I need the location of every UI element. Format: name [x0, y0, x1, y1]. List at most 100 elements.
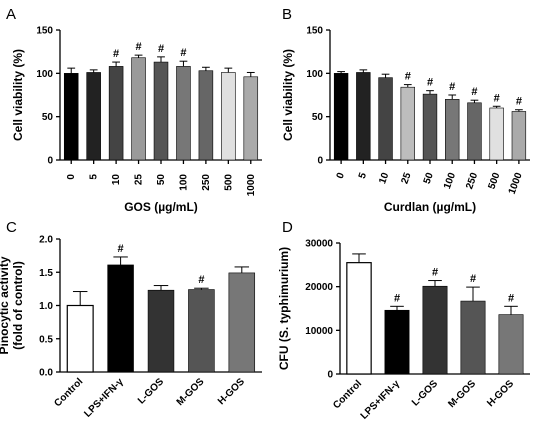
x-tick-label: 50 [422, 171, 436, 186]
x-tick-label: LPS+IFN-γ [82, 376, 126, 420]
panel-letter-c: C [6, 219, 17, 236]
y-tick-label: 0 [317, 156, 323, 167]
x-tick-label: 25 [399, 171, 413, 186]
y-tick-label: 50 [312, 112, 324, 123]
chart-c: 0.0 0.5 1.0 1.5 2.0 Control # LPS+IFN-γ L-GOS # M-… [0, 235, 262, 420]
significance-mark: # [449, 81, 455, 93]
significance-mark: # [405, 71, 411, 83]
significance-mark: # [494, 92, 500, 104]
x-tick-label: 0 [66, 174, 77, 180]
bar [498, 314, 524, 375]
x-tick-label: 5 [357, 171, 369, 180]
x-tick-label: 250 [464, 171, 480, 191]
x-axis-title: Curdlan (µg/mL) [384, 200, 476, 214]
panel-letter-b: B [282, 6, 292, 23]
bar [356, 72, 371, 161]
bar [243, 76, 259, 161]
y-tick-label: 30000 [305, 239, 333, 250]
x-tick-label: M-GOS [446, 378, 478, 410]
x-tick-label: 1000 [246, 174, 257, 197]
bar [221, 72, 236, 161]
y-tick-label: 0 [47, 156, 53, 167]
bar [131, 57, 146, 161]
significance-mark: # [135, 41, 141, 53]
bar [460, 300, 486, 375]
bar [467, 102, 482, 161]
significance-mark: # [471, 86, 477, 98]
bar [107, 264, 134, 373]
x-tick-label: L-GOS [136, 376, 166, 406]
x-tick-label: 10 [111, 174, 122, 186]
bar [86, 72, 101, 161]
x-tick-label: 500 [486, 171, 502, 191]
significance-mark: # [432, 267, 438, 279]
x-axis-title: GOS (µg/mL) [124, 200, 198, 214]
significance-mark: # [113, 48, 119, 60]
significance-mark: # [508, 292, 514, 304]
bar [188, 289, 215, 373]
y-tick-label: 10000 [305, 326, 333, 337]
chart-d: 0 10000 20000 30000 Control # LPS+IFN-γ # L-GOS #… [277, 239, 530, 422]
significance-mark: # [158, 43, 164, 55]
significance-mark: # [118, 243, 124, 255]
panel-letter-a: A [6, 6, 16, 23]
significance-mark: # [198, 274, 204, 286]
y-tick-label: 100 [306, 69, 323, 80]
significance-mark: # [180, 47, 186, 59]
bar [422, 93, 438, 161]
x-tick-label: 500 [223, 174, 234, 191]
y-tick-label: 100 [36, 69, 53, 80]
bar [198, 70, 214, 161]
y-axis-title: (fold of control) [11, 261, 25, 350]
bar [378, 77, 393, 161]
bar [400, 86, 415, 161]
significance-mark: # [516, 96, 522, 108]
y-axis-title: CFU (S. typhimurium) [277, 247, 291, 370]
chart-a: 0 50 100 150 0 5 #10 #25 #50 #100 250 500 1000 GOS (µ… [11, 26, 262, 214]
bar [489, 107, 504, 161]
x-tick-label: Control [331, 378, 364, 411]
bar [66, 304, 94, 373]
significance-mark: # [394, 292, 400, 304]
x-tick-label: M-GOS [175, 376, 207, 408]
x-tick-label: L-GOS [410, 378, 440, 408]
bar [422, 285, 448, 375]
y-axis-title: Cell viability (%) [281, 49, 295, 141]
y-tick-label: 20000 [305, 282, 333, 293]
y-tick-label: 1.0 [39, 301, 53, 312]
bar [147, 289, 175, 373]
x-tick-label: 50 [156, 174, 167, 186]
x-tick-label: 100 [178, 174, 189, 191]
bar [176, 66, 191, 161]
y-tick-label: 0 [327, 370, 333, 381]
y-tick-label: 2.0 [39, 235, 53, 246]
bar [63, 73, 79, 161]
bar [153, 61, 169, 161]
bar [511, 111, 527, 161]
bar [445, 99, 460, 161]
bar [228, 272, 256, 373]
y-axis-title: Cell viability (%) [11, 49, 25, 141]
y-tick-label: 0.0 [39, 368, 53, 379]
y-tick-label: 150 [306, 26, 323, 37]
significance-mark: # [427, 77, 433, 89]
bar [384, 309, 410, 375]
x-tick-label: H-GOS [216, 376, 247, 407]
chart-b: 0 50 100 150 0 5 10 #25 #50 #100 #250 #500 #1000 Curd… [281, 26, 530, 214]
panel-letter-d: D [282, 219, 293, 236]
y-tick-label: 50 [42, 112, 54, 123]
y-axis-title: Pinocytic activity [0, 256, 11, 354]
bar [333, 73, 349, 161]
x-tick-label: 250 [201, 174, 212, 191]
y-tick-label: 0.5 [39, 334, 53, 345]
y-tick-label: 150 [36, 26, 53, 37]
bar [346, 262, 372, 375]
bar [108, 66, 124, 161]
x-tick-label: 25 [134, 174, 145, 186]
y-tick-label: 1.5 [39, 268, 53, 279]
x-tick-label: 10 [377, 171, 391, 186]
x-tick-label: LPS+IFN-γ [359, 378, 403, 422]
x-tick-label: Control [52, 376, 85, 409]
